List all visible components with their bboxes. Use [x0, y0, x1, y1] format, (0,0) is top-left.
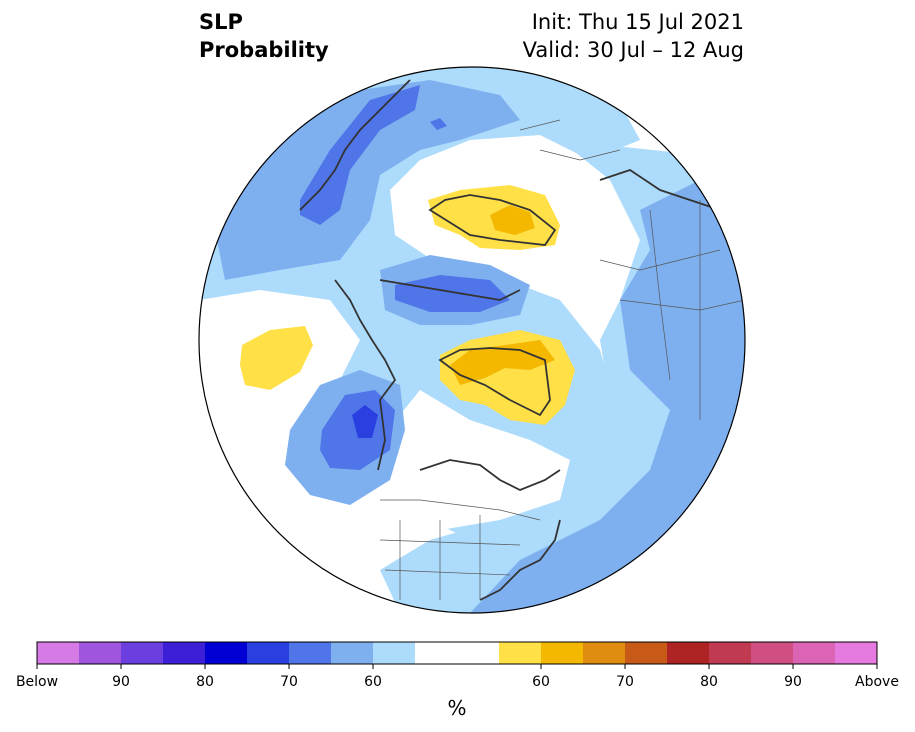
above-60-70-greenland: [450, 340, 555, 385]
coastlines: [299, 79, 721, 601]
colorbar-frame: [36, 641, 878, 665]
colorbar-segment: [709, 642, 752, 664]
colorbar-unit-label: %: [447, 696, 467, 720]
colorbar-segment: [667, 642, 710, 664]
colorbar-tick-label: 60: [364, 674, 382, 690]
colorbar-segment: [163, 642, 206, 664]
colorbar-segment: [247, 642, 290, 664]
colorbar-segment: [499, 642, 542, 664]
above-north-pacific: [240, 326, 313, 390]
chart-title-left: SLP Probability: [199, 8, 329, 64]
colorbar-segment: [793, 642, 836, 664]
colorbar-segment: [415, 642, 500, 664]
globe-boundary: [198, 66, 746, 614]
title-init-date: Init: Thu 15 Jul 2021: [531, 10, 744, 34]
below-80-90-gulf-of-alaska-core: [352, 405, 378, 438]
white-gap-canada: [370, 390, 570, 530]
colorbar-tick-label: 80: [700, 674, 718, 690]
colorbar-segment: [289, 642, 332, 664]
title-valid-range: Valid: 30 Jul – 12 Aug: [522, 38, 744, 62]
colorbar-segment: [835, 642, 878, 664]
colorbar-tick-label: 90: [784, 674, 802, 690]
colorbar: [36, 641, 878, 669]
chart-title-right: Init: Thu 15 Jul 2021 Valid: 30 Jul – 12…: [523, 8, 744, 64]
colorbar-segment: [373, 642, 416, 664]
colorbar-tick-label: Above: [855, 674, 899, 690]
below-70-80-siberia-arctic: [395, 275, 510, 312]
title-variable: SLP: [199, 10, 243, 34]
colorbar-segment: [751, 642, 794, 664]
map-fill-layer: [199, 67, 745, 613]
colorbar-segment: [121, 642, 164, 664]
colorbar-tick-label: Below: [15, 674, 59, 690]
colorbar-segment: [205, 642, 248, 664]
colorbar-segment: [541, 642, 584, 664]
above-60-70-scandinavia: [490, 205, 535, 235]
colorbar-tick-label: 60: [532, 674, 550, 690]
colorbar-tick-label: 70: [280, 674, 298, 690]
colorbar-segment: [583, 642, 626, 664]
colorbar-segment: [625, 642, 668, 664]
colorbar-tick-label: 80: [196, 674, 214, 690]
colorbar-tick-label: 70: [616, 674, 634, 690]
political-borders: [379, 119, 745, 600]
colorbar-segment: [37, 642, 80, 664]
colorbar-tick-label: 90: [112, 674, 130, 690]
colorbar-segment: [79, 642, 122, 664]
title-product: Probability: [199, 38, 329, 62]
below-60-70-eurasia-atlantic: [470, 180, 745, 613]
below-70-80-small-arctic: [430, 118, 447, 130]
colorbar-segment: [331, 642, 374, 664]
below-70-80-north-pacific-arc: [300, 85, 420, 225]
